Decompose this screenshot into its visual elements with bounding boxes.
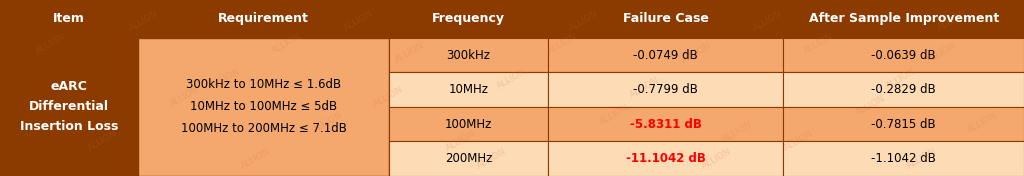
Text: ALLION: ALLION bbox=[444, 129, 477, 153]
Text: ALLION: ALLION bbox=[393, 41, 426, 65]
Text: ALLION: ALLION bbox=[936, 9, 969, 33]
Bar bbox=[783, 38, 1024, 72]
Text: ALLION: ALLION bbox=[127, 9, 160, 33]
Text: ALLION: ALLION bbox=[270, 32, 303, 56]
Text: Requirement: Requirement bbox=[218, 12, 309, 25]
Text: 200MHz: 200MHz bbox=[444, 152, 493, 165]
Text: 100MHz: 100MHz bbox=[444, 118, 493, 131]
Bar bbox=[138, 0, 389, 38]
Text: -0.2829 dB: -0.2829 dB bbox=[871, 83, 936, 96]
Text: ALLION: ALLION bbox=[854, 94, 887, 118]
Bar bbox=[548, 72, 783, 107]
Text: ALLION: ALLION bbox=[496, 67, 528, 91]
Text: ALLION: ALLION bbox=[885, 67, 918, 91]
Text: ALLION: ALLION bbox=[752, 9, 784, 33]
Text: ALLION: ALLION bbox=[926, 41, 958, 65]
Text: ALLION: ALLION bbox=[209, 67, 242, 91]
Bar bbox=[548, 0, 783, 38]
Text: ALLION: ALLION bbox=[168, 85, 201, 109]
Text: ALLION: ALLION bbox=[342, 9, 375, 33]
Text: ALLION: ALLION bbox=[721, 120, 754, 144]
Text: ALLION: ALLION bbox=[311, 111, 344, 135]
Text: ALLION: ALLION bbox=[547, 32, 580, 56]
Text: 300kHz: 300kHz bbox=[446, 49, 490, 62]
Text: ALLION: ALLION bbox=[905, 146, 938, 170]
Text: ALLION: ALLION bbox=[35, 32, 68, 56]
Bar bbox=[548, 107, 783, 142]
Text: ALLION: ALLION bbox=[240, 146, 272, 170]
Text: eARC
Differential
Insertion Loss: eARC Differential Insertion Loss bbox=[19, 80, 119, 133]
Text: ALLION: ALLION bbox=[629, 76, 662, 100]
Bar bbox=[389, 0, 548, 38]
Bar bbox=[0, 0, 138, 38]
Text: -0.7799 dB: -0.7799 dB bbox=[633, 83, 698, 96]
Text: -0.7815 dB: -0.7815 dB bbox=[871, 118, 936, 131]
Text: -11.1042 dB: -11.1042 dB bbox=[626, 152, 706, 165]
Text: Frequency: Frequency bbox=[432, 12, 505, 25]
Bar bbox=[548, 38, 783, 72]
Text: -0.0749 dB: -0.0749 dB bbox=[633, 49, 698, 62]
Bar bbox=[783, 142, 1024, 176]
Bar bbox=[0, 38, 138, 176]
Bar bbox=[783, 0, 1024, 38]
Bar bbox=[783, 72, 1024, 107]
Text: ALLION: ALLION bbox=[567, 9, 600, 33]
Text: ALLION: ALLION bbox=[86, 129, 119, 153]
Text: ALLION: ALLION bbox=[373, 85, 406, 109]
Text: ALLION: ALLION bbox=[700, 146, 733, 170]
Text: ALLION: ALLION bbox=[782, 129, 815, 153]
Text: ALLION: ALLION bbox=[803, 32, 836, 56]
Text: 10MHz: 10MHz bbox=[449, 83, 488, 96]
Bar bbox=[389, 107, 548, 142]
Text: ALLION: ALLION bbox=[967, 111, 999, 135]
Bar bbox=[389, 38, 548, 72]
Text: 300kHz to 10MHz ≤ 1.6dB
10MHz to 100MHz ≤ 5dB
100MHz to 200MHz ≤ 7.1dB: 300kHz to 10MHz ≤ 1.6dB 10MHz to 100MHz … bbox=[181, 78, 346, 135]
Text: -1.1042 dB: -1.1042 dB bbox=[871, 152, 936, 165]
Bar bbox=[138, 38, 389, 176]
Text: -5.8311 dB: -5.8311 dB bbox=[630, 118, 701, 131]
Text: ALLION: ALLION bbox=[598, 102, 631, 126]
Text: -0.0639 dB: -0.0639 dB bbox=[871, 49, 936, 62]
Text: After Sample Improvement: After Sample Improvement bbox=[809, 12, 998, 25]
Text: Item: Item bbox=[53, 12, 85, 25]
Bar bbox=[783, 107, 1024, 142]
Text: ALLION: ALLION bbox=[680, 41, 713, 65]
Bar bbox=[389, 142, 548, 176]
Bar bbox=[389, 72, 548, 107]
Text: Failure Case: Failure Case bbox=[623, 12, 709, 25]
Bar bbox=[548, 142, 783, 176]
Text: ALLION: ALLION bbox=[475, 146, 508, 170]
